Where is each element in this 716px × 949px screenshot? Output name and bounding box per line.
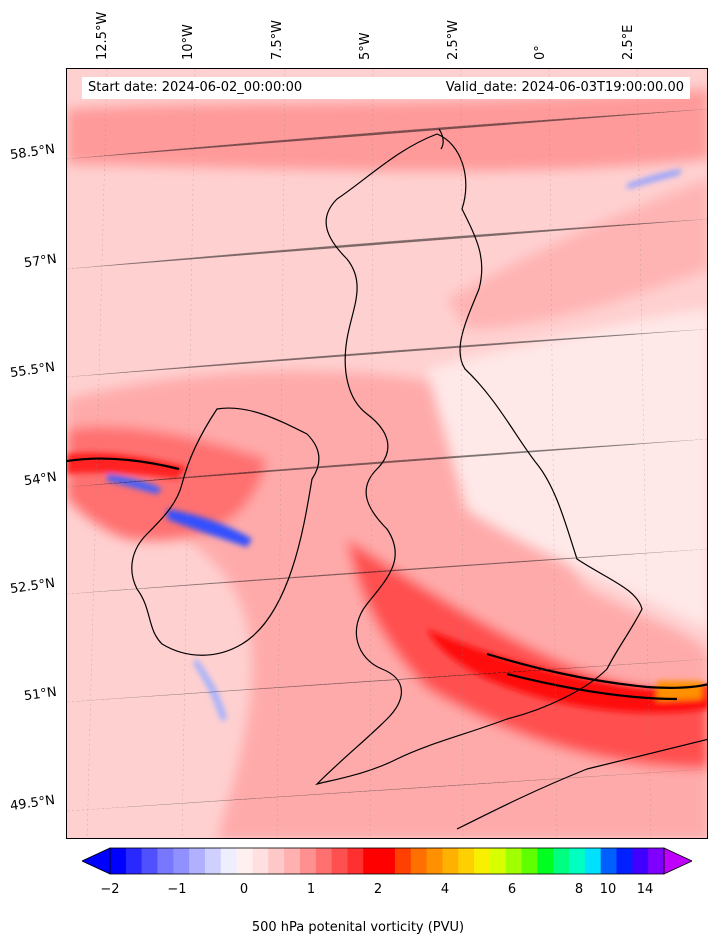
pv-blue-south: [193, 659, 227, 721]
colorbar-tick-1: 1: [306, 882, 316, 897]
pv-blue-north: [627, 169, 682, 189]
colorbar-cell: [173, 848, 190, 874]
colorbar-cell: [584, 848, 602, 874]
colorbar-label: 500 hPa potenital vorticity (PVU): [251, 920, 465, 935]
colorbar-cell: [616, 848, 633, 874]
colorbar-cell: [204, 848, 222, 874]
pv-2-contour-east: [486, 652, 707, 689]
colorbar-cell: [537, 848, 554, 874]
coast-great-britain: [315, 133, 643, 786]
colorbar-cell: [125, 848, 143, 874]
map-canvas: [67, 69, 707, 838]
lon-label-2-5w: 2.5°W: [446, 19, 461, 60]
colorbar-cell: [505, 848, 523, 874]
colorbar-cell: [474, 848, 491, 874]
colorbar-cell: [315, 848, 333, 874]
colorbar-cell: [442, 848, 459, 874]
colorbar-cell: [189, 848, 206, 874]
valid-date-text: Valid_date: 2024-06-03T19:00:00.00: [445, 80, 684, 95]
colorbar-cell: [521, 848, 538, 874]
start-date-text: Start date: 2024-06-02_00:00:00: [88, 80, 303, 95]
pv-band-northeast: [447, 179, 707, 329]
colorbar-tick-4: 4: [440, 882, 450, 897]
lat-label-51n: 51°N: [23, 684, 58, 705]
date-info-box: Start date: 2024-06-02_00:00:00 Valid_da…: [82, 77, 690, 99]
pv-band-north: [67, 89, 707, 171]
coastlines: [131, 128, 707, 830]
colorbar-cell: [553, 848, 570, 874]
coast-shetland: [438, 128, 444, 150]
pv-light-east: [427, 309, 707, 629]
colorbar-cell: [284, 848, 301, 874]
colorbar-cell: [379, 848, 396, 874]
pv-blue-ireland-2: [107, 474, 162, 494]
colorbar-cell: [489, 848, 507, 874]
colorbar-extend-high: [663, 847, 692, 875]
lon-label-7-5w: 7.5°W: [270, 19, 285, 60]
colorbar-cell: [458, 848, 475, 874]
colorbar-cell: [236, 848, 253, 874]
colorbar-cell: [252, 848, 269, 874]
coast-france: [456, 738, 707, 830]
colorbar-cell: [110, 848, 127, 874]
colorbar-cell: [157, 848, 174, 874]
colorbar-cell: [648, 848, 665, 874]
lat-label-54n: 54°N: [23, 469, 58, 490]
colorbar-cell: [331, 848, 348, 874]
lat-label-55-5n: 55.5°N: [9, 359, 56, 382]
colorbar-cell: [632, 848, 649, 874]
coast-ireland: [131, 407, 320, 656]
colorbar-cell: [600, 848, 618, 874]
pv-2-contours: [67, 457, 707, 701]
colorbar-cell: [363, 848, 380, 874]
colorbar-cell: [347, 848, 364, 874]
lon-label-2-5e: 2.5°E: [621, 24, 636, 60]
colorbar-cell: [426, 848, 443, 874]
pv-2-contour-east-b: [506, 672, 678, 701]
colorbar-frame: [109, 847, 665, 875]
colorbar-tick-2: 2: [373, 882, 383, 897]
colorbar-cell: [410, 848, 428, 874]
colorbar-cell: [220, 848, 238, 874]
pv-blue-ireland: [167, 509, 252, 547]
colorbar-tick-0: 0: [239, 882, 249, 897]
graticule: [67, 69, 707, 838]
colorbar-tick-neg2: −2: [100, 882, 120, 897]
colorbar-cell: [141, 848, 158, 874]
lat-label-57n: 57°N: [23, 251, 58, 272]
colorbar-cell: [299, 848, 317, 874]
lon-label-10w: 10°W: [181, 24, 196, 60]
pv-2-contour-west: [67, 457, 180, 471]
lat-label-52-5n: 52.5°N: [9, 575, 56, 598]
pv-intense-band: [427, 629, 707, 713]
colorbar-cell: [394, 848, 412, 874]
lon-label-5w: 5°W: [358, 32, 373, 60]
colorbar-extend-low: [82, 847, 111, 875]
colorbar-cell: [268, 848, 285, 874]
lat-label-49-5n: 49.5°N: [9, 792, 56, 815]
colorbar-tick-6: 6: [507, 882, 517, 897]
colorbar-tick-8: 8: [574, 882, 584, 897]
colorbar-tick-14: 14: [636, 882, 654, 897]
pv-strong-band: [347, 539, 707, 769]
colorbar: [82, 847, 692, 875]
colorbar-tick-neg1: −1: [167, 882, 187, 897]
potential-vorticity-map: [66, 68, 708, 839]
colorbar-cell: [569, 848, 586, 874]
lon-label-0: 0°: [533, 45, 548, 60]
colorbar-tick-10: 10: [599, 882, 617, 897]
lon-label-12-5w: 12.5°W: [95, 11, 110, 60]
lat-label-58-5n: 58.5°N: [9, 141, 56, 164]
